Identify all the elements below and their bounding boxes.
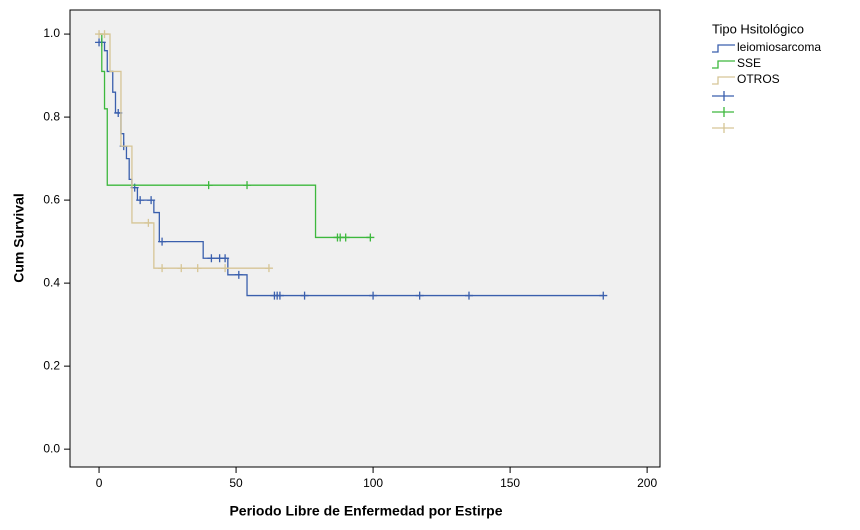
legend-censor — [712, 91, 734, 101]
y-tick-label: 0.6 — [43, 192, 60, 206]
censor-mark — [366, 233, 375, 242]
censor-mark — [599, 291, 608, 300]
censor-mark — [177, 264, 186, 273]
censor-mark — [158, 264, 167, 273]
x-axis-title: Periodo Libre de Enfermedad por Estirpe — [229, 503, 502, 519]
censor-mark — [147, 196, 156, 205]
censor-mark — [369, 291, 378, 300]
x-tick-label: 0 — [96, 476, 103, 490]
legend-line — [712, 60, 735, 69]
censor-mark — [207, 254, 216, 263]
y-tick-label: 1.0 — [43, 26, 60, 40]
censor-mark — [158, 237, 167, 246]
legend-label: OTROS — [737, 72, 780, 86]
censor-mark — [136, 196, 145, 205]
censor-mark — [275, 291, 284, 300]
legend-censor — [712, 107, 734, 117]
x-tick-label: 200 — [637, 476, 657, 490]
censor-mark — [234, 270, 243, 279]
x-tick-label: 50 — [229, 476, 243, 490]
censor-mark — [204, 181, 213, 190]
legend-censor — [712, 123, 734, 133]
censor-mark — [193, 264, 202, 273]
censor-mark — [221, 264, 230, 273]
x-tick-label: 100 — [363, 476, 383, 490]
y-tick-label: 0.4 — [43, 275, 60, 289]
censor-mark — [264, 264, 273, 273]
legend-line — [712, 76, 735, 85]
plot-area — [69, 9, 661, 468]
legend-line — [712, 44, 735, 53]
legend-label: leiomiosarcoma — [737, 40, 821, 54]
y-tick-label: 0.2 — [43, 358, 60, 372]
censor-mark — [300, 291, 309, 300]
censor-mark — [464, 291, 473, 300]
censor-mark — [243, 181, 252, 190]
survival-curve — [99, 41, 604, 297]
censor-mark — [341, 233, 350, 242]
y-axis-title: Cum Survival — [11, 193, 27, 282]
y-tick-label: 0.0 — [43, 441, 60, 455]
legend-title: Tipo Hsitológico — [712, 21, 804, 36]
censor-mark — [100, 30, 109, 39]
censor-mark — [144, 218, 153, 227]
x-tick-label: 150 — [500, 476, 520, 490]
survival-curve — [99, 33, 371, 239]
survival-curve — [99, 33, 269, 269]
y-tick-label: 0.8 — [43, 109, 60, 123]
censor-mark — [221, 254, 230, 263]
legend-label: SSE — [737, 56, 761, 70]
censor-mark — [415, 291, 424, 300]
